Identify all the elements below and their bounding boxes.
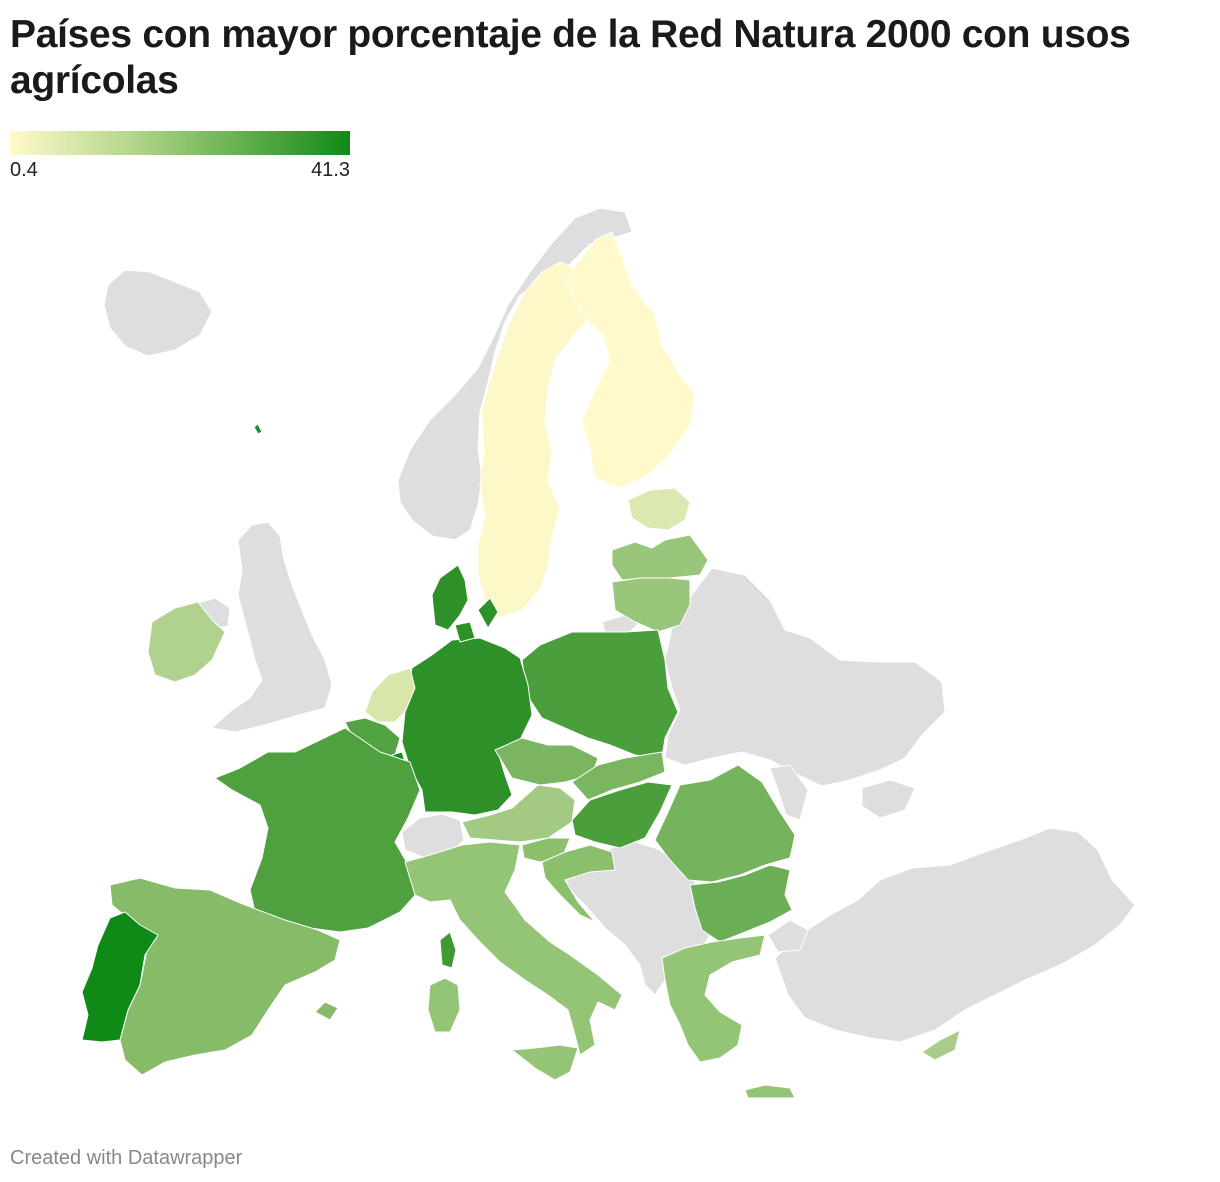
region-austria[interactable] (461, 784, 576, 843)
region-switzerland[interactable] (401, 813, 465, 859)
region-romania[interactable] (654, 764, 796, 883)
region-croatia[interactable] (541, 844, 616, 923)
region-spain[interactable] (109, 877, 341, 1076)
region-great-britain[interactable] (211, 521, 333, 733)
region-netherlands[interactable] (364, 667, 416, 723)
legend-max-label: 41.3 (311, 159, 350, 181)
region-azores[interactable] (253, 423, 263, 435)
region-sicily[interactable] (511, 1044, 579, 1081)
legend-min-label: 0.4 (10, 159, 38, 181)
legend-gradient-bar (10, 131, 350, 155)
region-bulgaria[interactable] (689, 864, 793, 943)
region-france[interactable] (214, 727, 421, 933)
region-estonia[interactable] (627, 487, 691, 531)
region-balearic-islands[interactable] (314, 1001, 339, 1021)
legend-labels: 0.4 41.3 (10, 159, 350, 183)
europe-choropleth-map (81, 207, 1136, 1099)
region-corsica[interactable] (439, 931, 457, 969)
region-cyprus[interactable] (921, 1029, 961, 1061)
region-eastern-thrace[interactable] (767, 919, 809, 953)
region-poland[interactable] (521, 629, 679, 759)
region-hungary[interactable] (571, 781, 673, 849)
region-germany[interactable] (401, 637, 533, 816)
map-title: Países con mayor porcentaje de la Red Na… (10, 13, 1131, 102)
region-italy[interactable] (404, 841, 623, 1056)
region-finland[interactable] (564, 231, 696, 489)
data-countries (81, 231, 961, 1099)
region-portugal[interactable] (81, 911, 159, 1043)
region-greece[interactable] (661, 934, 796, 1099)
region-sweden[interactable] (477, 261, 593, 619)
region-slovakia[interactable] (571, 751, 666, 801)
color-legend: 0.4 41.3 (10, 131, 350, 183)
region-latvia[interactable] (611, 534, 709, 581)
region-denmark[interactable] (431, 564, 499, 643)
region-lithuania[interactable] (611, 577, 691, 633)
region-iceland[interactable] (103, 269, 213, 357)
region-belarus-ukraine-russia[interactable] (664, 567, 946, 787)
region-ireland[interactable] (147, 601, 226, 683)
region-moldova[interactable] (769, 764, 809, 821)
footer-credit: Created with Datawrapper (10, 1147, 243, 1169)
region-sardinia[interactable] (427, 977, 461, 1033)
region-crimea[interactable] (861, 779, 916, 819)
region-turkey[interactable] (774, 827, 1136, 1043)
